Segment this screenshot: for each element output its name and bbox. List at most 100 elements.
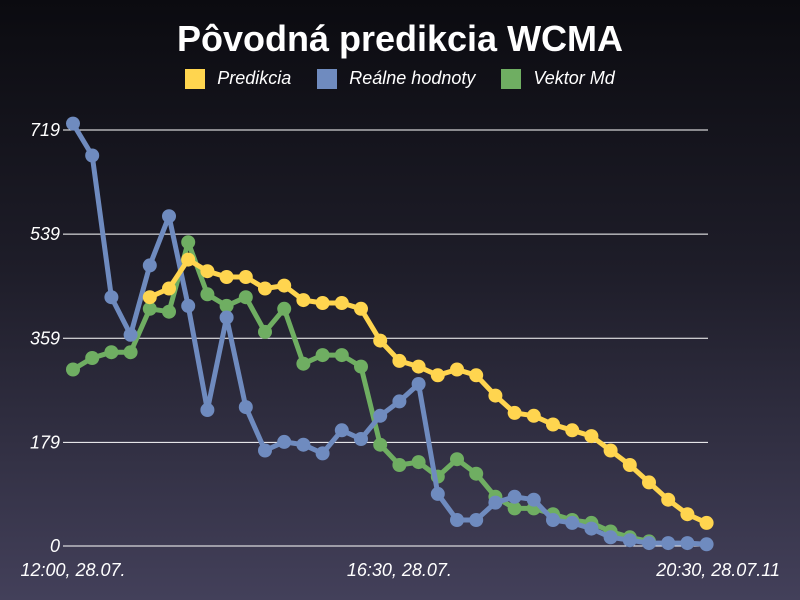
data-point [526, 492, 541, 507]
data-point [584, 429, 599, 444]
data-point [238, 290, 253, 305]
data-point [181, 252, 196, 267]
data-point [680, 536, 695, 551]
data-point [488, 495, 503, 510]
data-point [699, 537, 714, 552]
legend-item-predikcia: Predikcia [185, 68, 291, 89]
data-point [661, 492, 676, 507]
data-point [680, 507, 695, 522]
data-point [546, 417, 560, 432]
data-point [450, 452, 464, 467]
data-point [162, 209, 176, 224]
data-point [258, 324, 272, 339]
data-point [123, 327, 138, 342]
data-point [373, 408, 388, 423]
data-point [642, 475, 656, 490]
data-point [334, 348, 349, 363]
y-tick-label: 719 [30, 120, 60, 140]
data-point [354, 432, 368, 446]
data-point [315, 296, 330, 310]
data-point [507, 405, 522, 420]
data-point [181, 298, 196, 313]
data-point [622, 458, 637, 472]
data-point [469, 368, 484, 383]
data-point [315, 446, 330, 461]
x-tick-label: 12:00, 28.07. [20, 560, 125, 580]
data-point [66, 362, 80, 377]
data-point [104, 345, 119, 360]
legend-label-vektor-md: Vektor Md [533, 68, 615, 88]
data-point [200, 264, 215, 279]
data-point [296, 293, 311, 308]
data-point [258, 443, 272, 458]
data-point [200, 287, 215, 302]
legend-item-realne-hodnoty: Reálne hodnoty [317, 68, 475, 89]
data-point [565, 423, 580, 438]
chart-title: Pôvodná predikcia WCMA [176, 18, 624, 59]
data-point [430, 486, 445, 501]
legend: Predikcia Reálne hodnoty Vektor Md [0, 68, 800, 89]
data-point [142, 290, 157, 305]
data-point [565, 515, 580, 530]
data-point [507, 489, 522, 504]
data-point [85, 351, 100, 365]
data-point [411, 455, 426, 470]
data-point [373, 437, 388, 452]
legend-label-predikcia: Predikcia [217, 68, 292, 88]
data-point [238, 270, 253, 284]
data-point [296, 437, 311, 452]
data-point [219, 298, 234, 313]
data-point [699, 515, 714, 530]
y-tick-label: 179 [30, 432, 60, 452]
y-tick-label: 0 [50, 536, 60, 556]
data-point [488, 388, 503, 403]
data-point [450, 362, 464, 377]
data-point [315, 348, 330, 363]
data-point [469, 466, 484, 481]
data-point [392, 458, 407, 472]
data-point [411, 377, 426, 391]
data-point [238, 400, 253, 415]
data-point [661, 536, 676, 551]
data-point [526, 408, 541, 423]
data-point [277, 434, 292, 449]
data-point [123, 345, 138, 360]
x-tick-label: 20:30, 28.07.11 [655, 560, 780, 580]
data-point [584, 521, 599, 536]
legend-swatch-vektor-md [501, 68, 522, 89]
legend-item-vektor-md: Vektor Md [501, 68, 615, 89]
legend-swatch-predikcia [185, 68, 206, 89]
y-tick-label: 539 [30, 224, 60, 244]
legend-swatch-realne-hodnoty [317, 68, 338, 89]
data-point [181, 235, 196, 250]
data-point [507, 501, 522, 516]
y-tick-label: 359 [30, 328, 60, 348]
data-point [277, 301, 292, 316]
data-point [219, 310, 234, 325]
data-point [258, 281, 272, 296]
data-point [162, 304, 176, 319]
data-point [334, 296, 349, 310]
data-point [104, 290, 119, 305]
data-point [334, 423, 349, 438]
data-point [450, 513, 464, 527]
data-point [546, 513, 560, 527]
data-point [219, 270, 234, 284]
data-point [200, 403, 215, 417]
data-point [277, 278, 292, 293]
data-point [392, 353, 407, 368]
data-point [142, 301, 157, 316]
data-point [354, 301, 368, 316]
data-point [411, 359, 426, 374]
data-point [622, 533, 637, 548]
data-point [603, 530, 618, 545]
data-point [142, 258, 157, 273]
x-tick-label: 16:30, 28.07. [347, 560, 452, 580]
legend-label-realne-hodnoty: Reálne hodnoty [349, 68, 476, 88]
data-point [66, 116, 80, 131]
data-point [430, 368, 445, 383]
data-point [469, 513, 484, 527]
data-point [642, 536, 656, 551]
data-point [373, 333, 388, 348]
